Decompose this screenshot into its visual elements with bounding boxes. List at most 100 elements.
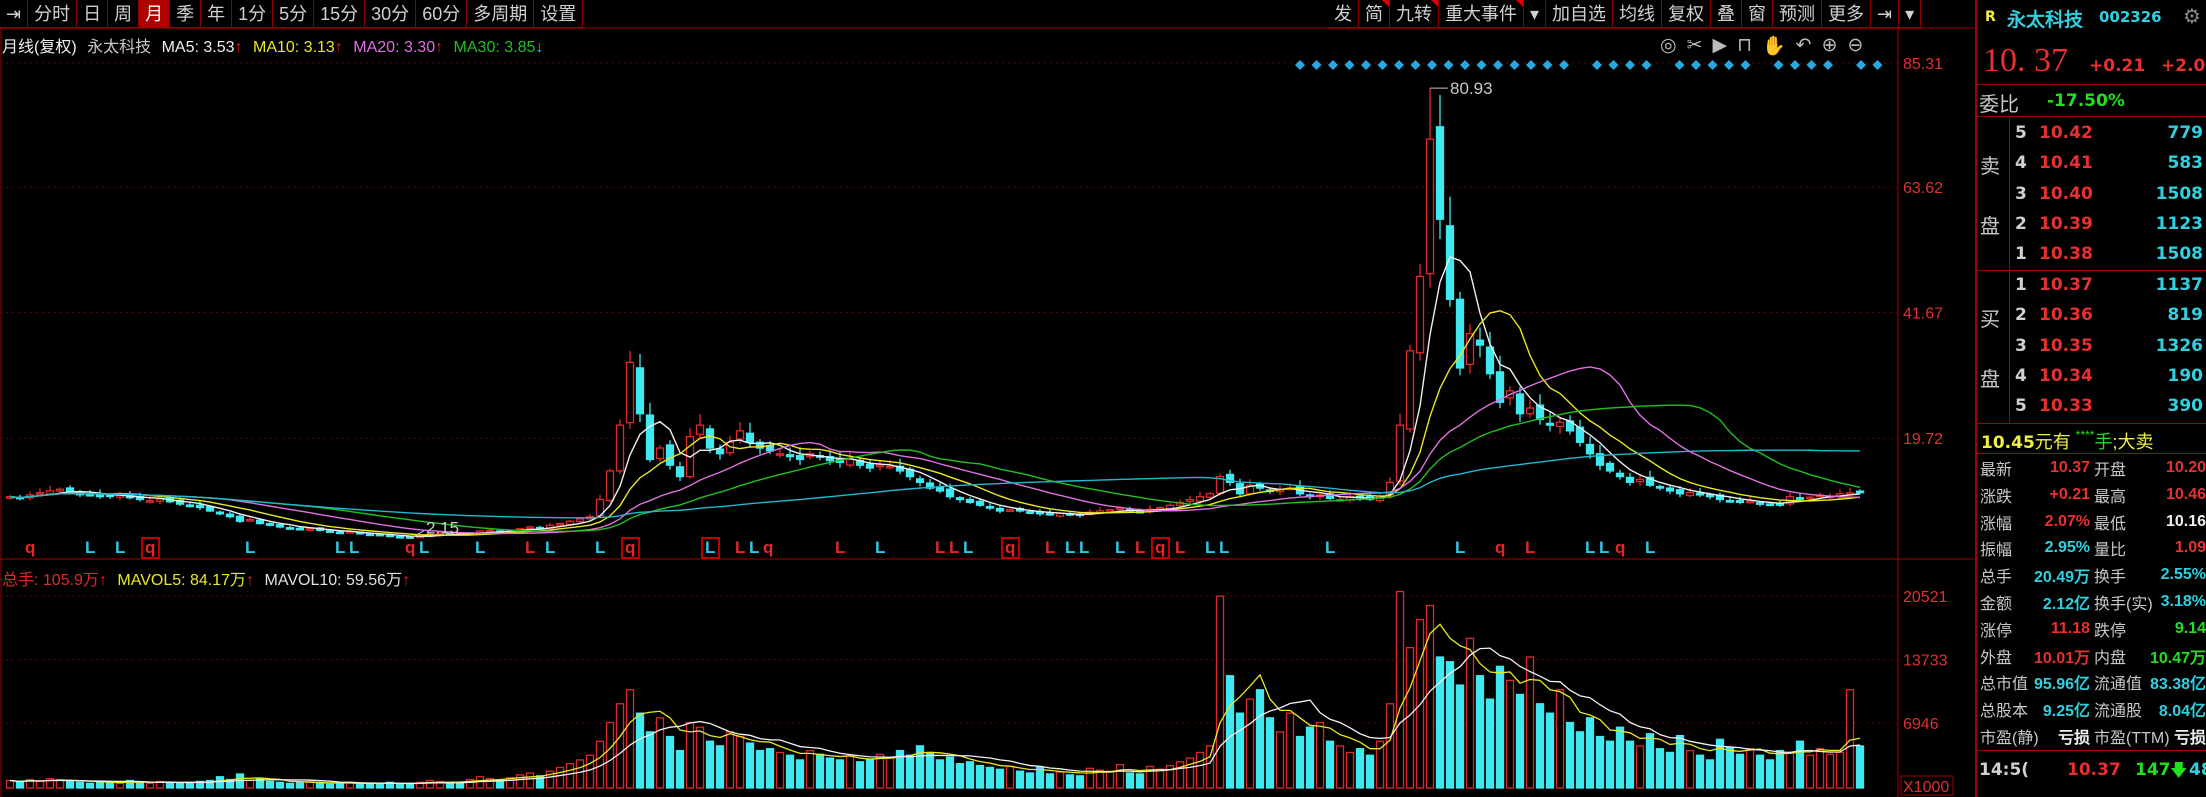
volume-bar[interactable]	[1175, 761, 1185, 789]
volume-bar[interactable]	[1555, 689, 1565, 789]
volume-bar[interactable]	[795, 759, 805, 789]
buy-price[interactable]: 10.34	[2039, 365, 2093, 386]
volume-bar[interactable]	[915, 745, 925, 789]
event-diamond-icon[interactable]	[1674, 60, 1685, 70]
signal-marker[interactable]: q	[1005, 538, 1015, 557]
volume-bar[interactable]	[885, 757, 895, 789]
toolbar-button[interactable]: 加自选	[1546, 0, 1614, 28]
candle[interactable]	[1225, 469, 1235, 486]
volume-bar[interactable]	[275, 781, 285, 789]
volume-bar[interactable]	[745, 742, 755, 789]
event-diamond-icon[interactable]	[1740, 60, 1751, 70]
signal-marker[interactable]: L	[949, 538, 959, 557]
volume-bar[interactable]	[575, 759, 585, 789]
event-diamond-icon[interactable]	[1493, 60, 1503, 70]
volume-bar[interactable]	[1545, 712, 1555, 789]
volume-bar[interactable]	[865, 759, 875, 789]
volume-bar[interactable]	[955, 763, 965, 789]
volume-bar[interactable]	[185, 781, 195, 789]
volume-bar[interactable]	[505, 777, 515, 789]
volume-bar[interactable]	[1705, 759, 1715, 789]
volume-bar[interactable]	[215, 776, 225, 789]
sell-price[interactable]: 10.41	[2039, 153, 2093, 174]
toolbar-button[interactable]: 周	[108, 0, 140, 28]
volume-bar[interactable]	[1685, 749, 1695, 789]
candle[interactable]	[625, 350, 635, 430]
event-diamond-icon[interactable]	[1773, 60, 1784, 70]
signal-marker[interactable]: L	[115, 538, 125, 557]
kline-chart[interactable]: 85.31 63.62 41.67 19.72 20521 13733 6946 X1000 8…	[0, 0, 1975, 797]
volume-bar[interactable]	[735, 735, 745, 789]
toolbar-button[interactable]: 窗	[1742, 0, 1774, 28]
candle[interactable]	[305, 528, 315, 531]
volume-bar[interactable]	[305, 780, 315, 789]
signal-marker[interactable]: L	[1135, 538, 1145, 557]
event-diamond-icon[interactable]	[1724, 60, 1734, 70]
volume-bar[interactable]	[5, 779, 15, 789]
volume-bar[interactable]	[1205, 745, 1215, 789]
volume-bar[interactable]	[1565, 721, 1575, 789]
lock-icon[interactable]: ⊓	[1737, 35, 1752, 56]
candle[interactable]	[695, 413, 705, 439]
signal-marker[interactable]: L	[335, 538, 345, 557]
candle[interactable]	[1005, 508, 1015, 512]
candle[interactable]	[1465, 323, 1475, 374]
signal-marker[interactable]: L	[935, 538, 945, 557]
signal-marker[interactable]: L	[1325, 538, 1335, 557]
event-diamond-icon[interactable]	[1344, 60, 1355, 70]
signal-marker[interactable]: L	[1045, 538, 1055, 557]
volume-bar[interactable]	[1775, 749, 1785, 789]
candle[interactable]	[1595, 445, 1605, 471]
volume-bar[interactable]	[1005, 765, 1015, 789]
play-icon[interactable]: ▶	[1712, 35, 1728, 56]
volume-bar[interactable]	[1315, 721, 1325, 789]
toolbar-button[interactable]: 多周期	[467, 0, 535, 28]
candle[interactable]	[1435, 94, 1445, 240]
event-diamond-icon[interactable]	[1476, 60, 1487, 70]
candle[interactable]	[1785, 492, 1795, 507]
volume-bar[interactable]	[1755, 754, 1765, 789]
volume-bar[interactable]	[335, 782, 345, 789]
buy-price[interactable]: 10.35	[2039, 335, 2093, 356]
volume-bar[interactable]	[1025, 772, 1035, 789]
sell-price[interactable]: 10.42	[2039, 123, 2093, 143]
signal-marker[interactable]: L	[349, 538, 359, 557]
volume-bar[interactable]	[815, 753, 825, 789]
volume-bar[interactable]	[1465, 637, 1475, 789]
toolbar-button[interactable]: 日	[77, 0, 109, 28]
volume-bar[interactable]	[715, 745, 725, 789]
event-diamond-icon[interactable]	[1328, 60, 1338, 70]
toolbar-button[interactable]: 月	[139, 0, 171, 28]
volume-bar[interactable]	[675, 749, 685, 789]
gear-icon[interactable]: ⚙	[2183, 6, 2201, 28]
signal-marker[interactable]: L	[419, 538, 429, 557]
signal-marker[interactable]: L	[1219, 538, 1229, 557]
candle[interactable]	[715, 444, 725, 460]
volume-bar[interactable]	[1825, 753, 1835, 789]
signal-marker[interactable]: L	[1065, 538, 1075, 557]
candle[interactable]	[675, 461, 685, 482]
candle[interactable]	[255, 519, 265, 525]
candle[interactable]	[1455, 291, 1465, 376]
volume-bar[interactable]	[1455, 684, 1465, 789]
volume-bar[interactable]	[615, 703, 625, 789]
signal-marker[interactable]: L	[545, 538, 555, 557]
volume-bar[interactable]	[245, 779, 255, 789]
volume-bar[interactable]	[1285, 712, 1295, 789]
signal-marker[interactable]: L	[85, 538, 95, 557]
volume-bar[interactable]	[1055, 771, 1065, 789]
volume-bar[interactable]	[365, 783, 375, 789]
volume-bar[interactable]	[165, 781, 175, 789]
toolbar-button[interactable]: 1分	[232, 0, 274, 28]
event-diamond-icon[interactable]	[1526, 60, 1536, 70]
event-diamond-icon[interactable]	[1691, 60, 1701, 70]
candle[interactable]	[225, 511, 235, 519]
volume-bar[interactable]	[95, 780, 105, 789]
volume-bar[interactable]	[1835, 751, 1845, 789]
volume-bar[interactable]	[1185, 757, 1195, 789]
signal-marker[interactable]: L	[1205, 538, 1215, 557]
eye-icon[interactable]: ◎	[1660, 35, 1677, 56]
candle[interactable]	[215, 510, 225, 516]
candle[interactable]	[915, 475, 925, 487]
toolbar-button[interactable]: 5分	[273, 0, 315, 28]
